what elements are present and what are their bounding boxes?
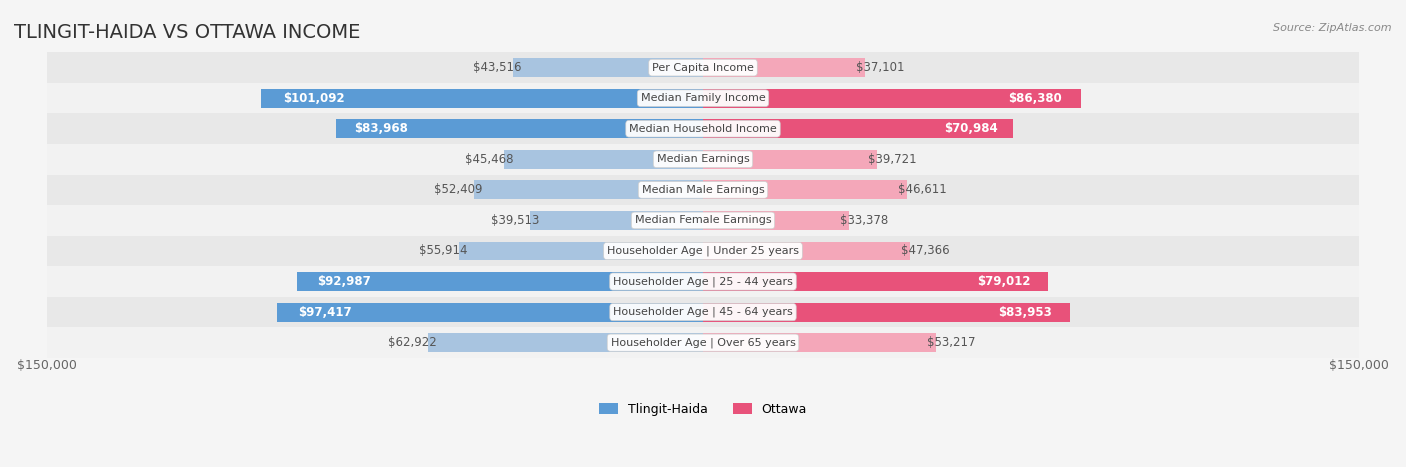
Bar bbox=[703, 89, 1081, 108]
Bar bbox=[48, 175, 1358, 205]
Text: Median Male Earnings: Median Male Earnings bbox=[641, 185, 765, 195]
Text: $86,380: $86,380 bbox=[1008, 92, 1062, 105]
Bar bbox=[427, 333, 703, 352]
Text: $47,366: $47,366 bbox=[901, 245, 950, 257]
Bar bbox=[262, 89, 703, 108]
Text: Median Household Income: Median Household Income bbox=[628, 124, 778, 134]
Bar bbox=[703, 58, 865, 77]
Text: $53,217: $53,217 bbox=[927, 336, 976, 349]
Text: TLINGIT-HAIDA VS OTTAWA INCOME: TLINGIT-HAIDA VS OTTAWA INCOME bbox=[14, 23, 360, 42]
Bar bbox=[703, 119, 1014, 138]
Text: $46,611: $46,611 bbox=[898, 184, 946, 197]
Bar bbox=[48, 113, 1358, 144]
Text: Householder Age | 45 - 64 years: Householder Age | 45 - 64 years bbox=[613, 307, 793, 318]
Text: $33,378: $33,378 bbox=[841, 214, 889, 227]
Bar bbox=[703, 272, 1049, 291]
Bar bbox=[48, 266, 1358, 297]
Bar bbox=[474, 180, 703, 199]
Text: $45,468: $45,468 bbox=[464, 153, 513, 166]
Text: $39,513: $39,513 bbox=[491, 214, 538, 227]
Bar bbox=[48, 327, 1358, 358]
Bar bbox=[530, 211, 703, 230]
Legend: Tlingit-Haida, Ottawa: Tlingit-Haida, Ottawa bbox=[595, 398, 811, 421]
Bar bbox=[277, 303, 703, 322]
Text: Median Female Earnings: Median Female Earnings bbox=[634, 215, 772, 226]
Bar bbox=[703, 180, 907, 199]
Text: $39,721: $39,721 bbox=[868, 153, 917, 166]
Text: Householder Age | Over 65 years: Householder Age | Over 65 years bbox=[610, 338, 796, 348]
Text: $150,000: $150,000 bbox=[1329, 359, 1389, 372]
Text: $55,914: $55,914 bbox=[419, 245, 467, 257]
Text: $62,922: $62,922 bbox=[388, 336, 437, 349]
Bar bbox=[48, 205, 1358, 236]
Text: Per Capita Income: Per Capita Income bbox=[652, 63, 754, 73]
Bar bbox=[48, 144, 1358, 175]
Text: Source: ZipAtlas.com: Source: ZipAtlas.com bbox=[1274, 23, 1392, 33]
Text: Householder Age | 25 - 44 years: Householder Age | 25 - 44 years bbox=[613, 276, 793, 287]
Text: $70,984: $70,984 bbox=[943, 122, 998, 135]
Bar bbox=[336, 119, 703, 138]
Bar bbox=[703, 303, 1070, 322]
Bar bbox=[48, 52, 1358, 83]
Bar bbox=[48, 297, 1358, 327]
Bar bbox=[48, 236, 1358, 266]
Bar bbox=[48, 83, 1358, 113]
Bar bbox=[703, 333, 935, 352]
Text: $101,092: $101,092 bbox=[283, 92, 344, 105]
Text: Householder Age | Under 25 years: Householder Age | Under 25 years bbox=[607, 246, 799, 256]
Text: $92,987: $92,987 bbox=[316, 275, 371, 288]
Text: $83,968: $83,968 bbox=[354, 122, 408, 135]
Text: Median Earnings: Median Earnings bbox=[657, 154, 749, 164]
Bar bbox=[513, 58, 703, 77]
Text: $52,409: $52,409 bbox=[434, 184, 482, 197]
Bar bbox=[703, 241, 910, 261]
Bar bbox=[458, 241, 703, 261]
Text: $97,417: $97,417 bbox=[298, 305, 352, 318]
Text: $83,953: $83,953 bbox=[998, 305, 1052, 318]
Bar bbox=[703, 150, 876, 169]
Text: $43,516: $43,516 bbox=[472, 61, 522, 74]
Text: $150,000: $150,000 bbox=[17, 359, 77, 372]
Text: Median Family Income: Median Family Income bbox=[641, 93, 765, 103]
Text: $37,101: $37,101 bbox=[856, 61, 905, 74]
Bar bbox=[505, 150, 703, 169]
Bar bbox=[297, 272, 703, 291]
Bar bbox=[703, 211, 849, 230]
Text: $79,012: $79,012 bbox=[977, 275, 1031, 288]
